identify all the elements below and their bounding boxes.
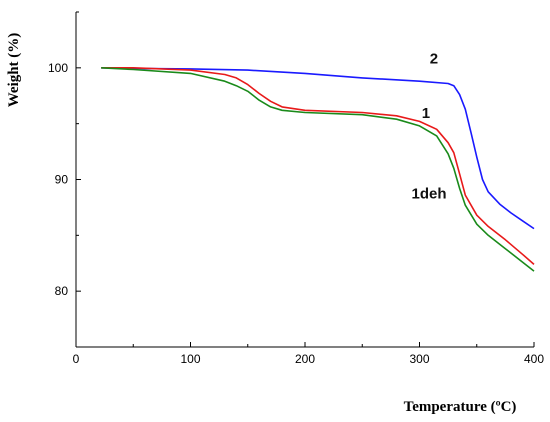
x-tick-label: 0 <box>73 352 80 366</box>
series-line-1 <box>101 67 535 266</box>
series-line-2 <box>101 67 535 230</box>
plot-area: 0 100 200 300 400 80 90 100 2 1 1deh <box>48 11 544 366</box>
x-tick-label: 300 <box>409 352 429 366</box>
x-axis-title: Temperature (ºC) <box>404 399 517 415</box>
x-tick-label: 200 <box>295 352 315 366</box>
series-label-1deh: 1deh <box>411 185 446 202</box>
series-label-2: 2 <box>430 50 438 67</box>
x-tick-label: 100 <box>180 352 200 366</box>
y-tick-label: 90 <box>55 173 69 187</box>
y-tick-label: 100 <box>48 61 68 75</box>
series-line-1deh <box>101 67 535 272</box>
y-tick-label: 80 <box>55 284 69 298</box>
x-tick-label: 400 <box>524 352 544 366</box>
series-label-1: 1 <box>422 105 430 122</box>
y-axis-title: Weight (%) <box>6 33 22 108</box>
